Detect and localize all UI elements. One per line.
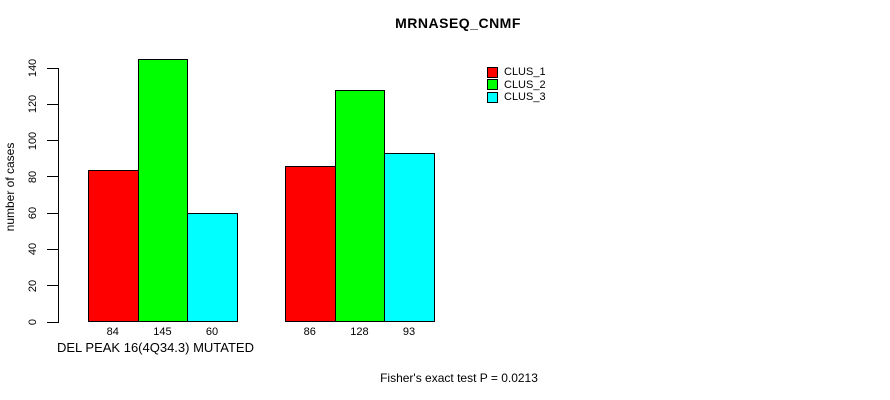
bar-value-label: 60: [205, 326, 219, 338]
y-axis-tick: [47, 140, 59, 142]
y-axis-tick: [47, 67, 59, 69]
bar-clus_2-group2: [334, 89, 386, 322]
bar-value-label: 84: [106, 326, 119, 338]
y-axis-tick: [47, 212, 59, 214]
bar-clus_2-group1: [137, 58, 189, 322]
y-axis-line: [58, 68, 59, 322]
legend-swatch-clus_1: [487, 66, 498, 78]
legend-swatch-clus_2: [487, 79, 498, 91]
y-axis-tick-label: 140: [27, 58, 39, 78]
legend-label: CLUS_2: [504, 78, 546, 91]
y-axis-tick-label: 100: [27, 131, 39, 150]
y-axis-tick: [47, 103, 59, 105]
legend-swatch-clus_3: [487, 91, 498, 103]
bar-clus_3-group1: [187, 213, 238, 322]
y-axis-tick-label: 20: [27, 279, 39, 292]
bar-value-label: 86: [303, 326, 316, 338]
y-axis-tick: [47, 176, 59, 178]
y-axis-tick-label: 0: [27, 318, 39, 326]
y-axis-tick: [47, 285, 59, 287]
legend: CLUS_1 CLUS_2 CLUS_3: [487, 66, 546, 104]
bar-value-label: 128: [350, 326, 369, 338]
legend-label: CLUS_1: [504, 66, 546, 79]
bar-clus_3-group2: [384, 153, 435, 322]
y-axis-tick-label: 40: [27, 243, 39, 256]
y-axis-tick: [47, 321, 59, 323]
bar-value-label: 145: [153, 326, 172, 338]
y-axis-tick-label: 120: [27, 95, 39, 114]
bar-clus_1-group1: [88, 169, 139, 322]
legend-label: CLUS_3: [504, 91, 546, 104]
bar-value-label: 93: [402, 326, 416, 338]
y-axis-tick: [47, 248, 59, 250]
y-axis-tick-label: 60: [27, 207, 39, 220]
legend-item: CLUS_2: [487, 79, 546, 92]
bar-clus_1-group2: [285, 165, 336, 322]
legend-item: CLUS_1: [487, 66, 546, 79]
x-axis-label: DEL PEAK 16(4Q34.3) MUTATED: [57, 340, 254, 355]
footnote-pvalue: Fisher's exact test P = 0.0213: [380, 371, 538, 385]
y-axis-tick-label: 80: [27, 170, 39, 183]
legend-item: CLUS_3: [487, 91, 546, 104]
chart-title: MRNASEQ_CNMF: [395, 15, 521, 31]
